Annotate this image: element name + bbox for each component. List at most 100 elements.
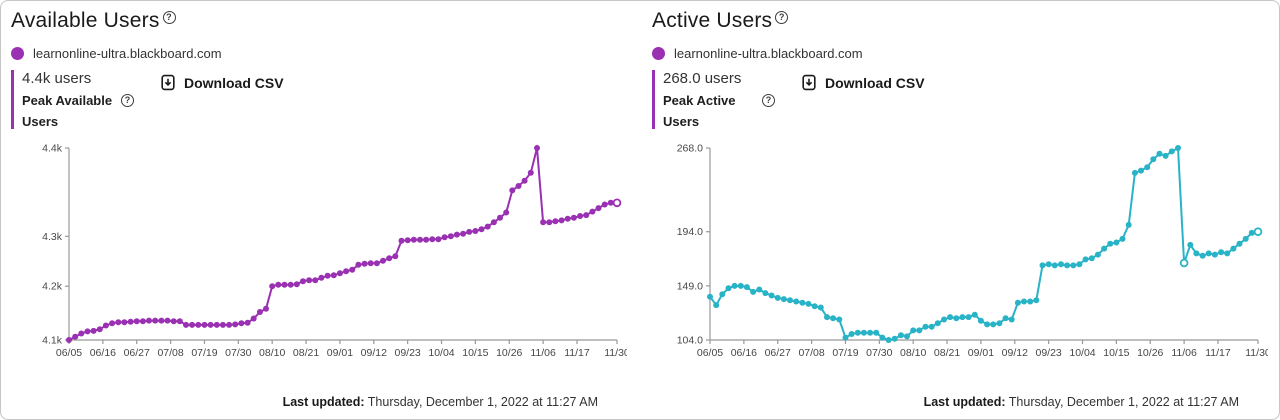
data-point — [1156, 150, 1163, 157]
data-point — [164, 317, 171, 324]
data-point — [281, 281, 288, 288]
last-updated-value: Thursday, December 1, 2022 at 11:27 AM — [367, 395, 598, 409]
data-point — [509, 186, 516, 193]
peak-stat-label: Peak Available — [22, 93, 113, 108]
active-users-line-chart[interactable]: 104.0 149.0 194.0 268.0 06/05 06/16 06/27 07/08… — [656, 139, 1268, 375]
data-point — [928, 323, 935, 330]
help-icon[interactable]: ? — [762, 94, 775, 108]
legend-item[interactable]: learnonline-ultra.blackboard.com — [652, 46, 863, 61]
data-point — [595, 204, 602, 211]
data-point — [1218, 248, 1225, 255]
help-icon[interactable]: ? — [121, 94, 134, 108]
data-point — [497, 214, 503, 221]
data-point — [515, 182, 522, 189]
data-point — [306, 276, 313, 283]
download-csv-button[interactable]: Download CSV — [801, 74, 925, 91]
data-point — [546, 218, 553, 225]
data-point — [1088, 254, 1095, 261]
data-point — [90, 327, 97, 334]
data-point — [349, 266, 356, 273]
data-point — [916, 326, 923, 333]
svg-text:09/12: 09/12 — [1002, 347, 1028, 359]
data-point — [577, 212, 584, 219]
data-point — [1070, 261, 1077, 268]
data-point — [583, 211, 590, 218]
data-point — [534, 144, 540, 151]
data-point — [503, 209, 510, 216]
data-point — [312, 276, 319, 283]
legend-item[interactable]: learnonline-ultra.blackboard.com — [11, 46, 222, 61]
data-point — [959, 313, 966, 320]
data-point — [756, 286, 763, 293]
legend-site-label: learnonline-ultra.blackboard.com — [674, 46, 863, 61]
data-line — [709, 145, 1259, 341]
svg-text:06/27: 06/27 — [124, 347, 150, 359]
svg-text:11/30: 11/30 — [1245, 347, 1268, 359]
data-point — [213, 321, 220, 328]
data-point — [1051, 261, 1058, 268]
svg-text:11/06: 11/06 — [1171, 347, 1197, 359]
peak-stat-value: 4.4k users — [22, 70, 92, 87]
data-point — [343, 267, 350, 274]
data-point — [287, 281, 294, 288]
svg-text:06/16: 06/16 — [731, 347, 757, 359]
data-point — [805, 300, 812, 307]
data-point — [1082, 255, 1089, 262]
data-point — [293, 280, 300, 287]
svg-text:4.3k: 4.3k — [42, 230, 63, 242]
data-point — [373, 259, 380, 266]
data-point — [269, 282, 276, 289]
download-csv-button[interactable]: Download CSV — [160, 74, 284, 91]
data-point — [811, 302, 818, 309]
svg-text:07/19: 07/19 — [832, 347, 858, 359]
svg-text:11/17: 11/17 — [1205, 347, 1231, 359]
data-point — [1138, 167, 1144, 174]
help-icon[interactable]: ? — [162, 11, 176, 24]
data-point — [417, 236, 423, 243]
svg-text:10/26: 10/26 — [496, 347, 522, 359]
data-line — [68, 147, 617, 341]
data-point — [1125, 221, 1132, 228]
data-point — [176, 317, 183, 324]
data-point — [941, 316, 947, 323]
data-point — [1205, 249, 1212, 256]
last-updated-label: Last updated: — [923, 395, 1006, 409]
chart-title-text: Active Users — [652, 9, 773, 32]
data-point — [1064, 261, 1071, 268]
svg-text:07/08: 07/08 — [798, 347, 824, 359]
svg-text:06/05: 06/05 — [697, 347, 723, 359]
available-users-line-chart[interactable]: 4.1k 4.2k 4.3k 4.4k 06/05 06/16 06/27 07/08 07/1… — [15, 139, 627, 375]
data-point — [380, 257, 386, 264]
data-point — [398, 237, 405, 244]
svg-text:09/23: 09/23 — [395, 347, 421, 359]
legend-dot — [652, 47, 665, 60]
svg-text:10/04: 10/04 — [1069, 347, 1095, 359]
data-point — [263, 305, 269, 312]
svg-text:10/15: 10/15 — [462, 347, 488, 359]
data-point — [1131, 169, 1138, 176]
data-point — [109, 319, 116, 326]
data-point — [774, 294, 781, 301]
svg-text:10/26: 10/26 — [1137, 347, 1163, 359]
data-point — [1236, 240, 1243, 247]
data-point — [731, 282, 738, 289]
data-point — [836, 316, 843, 323]
data-point — [984, 320, 991, 327]
data-point — [558, 216, 565, 223]
data-point — [768, 292, 775, 299]
data-point — [484, 223, 491, 230]
data-point — [127, 318, 134, 325]
data-point — [860, 329, 867, 336]
help-icon[interactable]: ? — [775, 11, 789, 24]
data-point — [910, 326, 917, 333]
data-point — [922, 323, 929, 330]
data-point — [466, 228, 473, 235]
download-icon — [802, 74, 816, 91]
data-point — [1101, 245, 1108, 252]
data-point — [410, 236, 417, 243]
data-point — [780, 295, 787, 302]
data-point — [133, 317, 140, 324]
data-point — [570, 214, 577, 221]
data-point — [460, 230, 467, 237]
data-point — [953, 314, 960, 321]
